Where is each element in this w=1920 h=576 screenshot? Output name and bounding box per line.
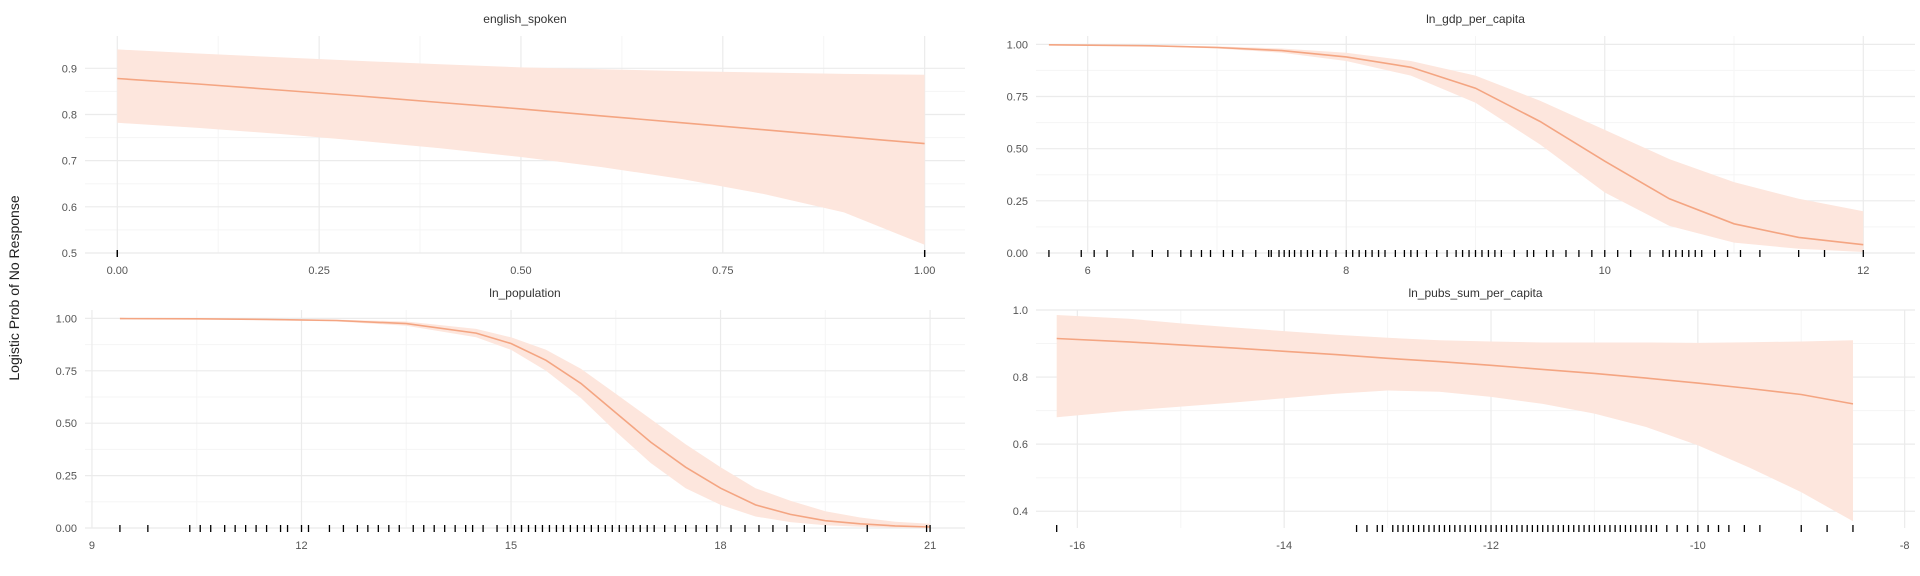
series-line	[119, 317, 931, 528]
panel-english_spoken: 0.00 0.25 0.50 0.75 1.00 0.5 0.6 0.7 0.8 0.9 engli…	[62, 12, 965, 277]
panel-title: english_spoken	[483, 12, 566, 26]
y-tick-label: 1.00	[56, 313, 77, 325]
x-tick-label: 12	[295, 540, 307, 552]
y-tick-label: 0.50	[1007, 144, 1028, 156]
x-tick-label: 0.25	[308, 265, 329, 277]
series-line	[1056, 337, 1854, 405]
y-tick-label: 0.6	[1013, 439, 1028, 451]
confidence-band	[117, 49, 925, 245]
panel-ln_pubs_sum_per_capita: -16 -14 -12 -10 -8 0.4 0.6 0.8 1.0 ln_pubs_sum_pe…	[1013, 286, 1915, 552]
confidence-band	[1048, 44, 1864, 252]
panel-title: ln_population	[489, 286, 560, 300]
x-tick-label: -10	[1690, 540, 1706, 552]
panel-title: ln_pubs_sum_per_capita	[1408, 286, 1542, 300]
x-tick-label: -8	[1900, 540, 1910, 552]
y-tick-label: 0.50	[56, 418, 77, 430]
confidence-band	[119, 318, 931, 528]
x-tick-label: 8	[1343, 265, 1349, 277]
y-tick-label: 0.4	[1013, 506, 1028, 518]
x-tick-label: -12	[1483, 540, 1499, 552]
x-tick-label: 12	[1857, 265, 1869, 277]
x-tick-label: 21	[924, 540, 936, 552]
y-tick-label: 0.5	[62, 248, 77, 260]
panel-ln_gdp_per_capita: 6 8 10 12 0.00 0.25 0.50 0.75 1.00 ln_gdp_per_cap…	[1007, 12, 1915, 277]
y-tick-label: 0.6	[62, 202, 77, 214]
series-line	[117, 77, 925, 145]
confidence-band	[1056, 315, 1853, 522]
y-tick-label: 0.9	[62, 63, 77, 75]
x-tick-label: 18	[714, 540, 726, 552]
panel-title: ln_gdp_per_capita	[1426, 12, 1525, 26]
x-tick-label: 10	[1599, 265, 1611, 277]
x-tick-label: 1.00	[914, 265, 935, 277]
x-tick-label: 0.75	[712, 265, 733, 277]
y-tick-label: 0.00	[56, 523, 77, 535]
series-line	[1048, 44, 1864, 246]
y-tick-label: 0.8	[1013, 372, 1028, 384]
panel-ln_population: 9 12 15 18 21 0.00 0.25 0.50 0.75 1.00 ln_populati…	[56, 286, 965, 552]
y-tick-label: 1.0	[1013, 305, 1028, 317]
x-tick-label: -16	[1069, 540, 1085, 552]
x-tick-label: -14	[1276, 540, 1292, 552]
y-tick-label: 0.25	[56, 471, 77, 483]
y-tick-label: 0.25	[1007, 196, 1028, 208]
x-tick-label: 0.50	[510, 265, 531, 277]
y-tick-label: 0.00	[1007, 248, 1028, 260]
y-tick-label: 0.75	[1007, 92, 1028, 104]
x-tick-label: 9	[89, 540, 95, 552]
x-tick-label: 0.00	[107, 265, 128, 277]
y-tick-label: 0.7	[62, 156, 77, 168]
x-tick-label: 15	[505, 540, 517, 552]
y-tick-label: 1.00	[1007, 39, 1028, 51]
x-tick-label: 6	[1085, 265, 1091, 277]
y-tick-label: 0.75	[56, 366, 77, 378]
y-tick-label: 0.8	[62, 109, 77, 121]
